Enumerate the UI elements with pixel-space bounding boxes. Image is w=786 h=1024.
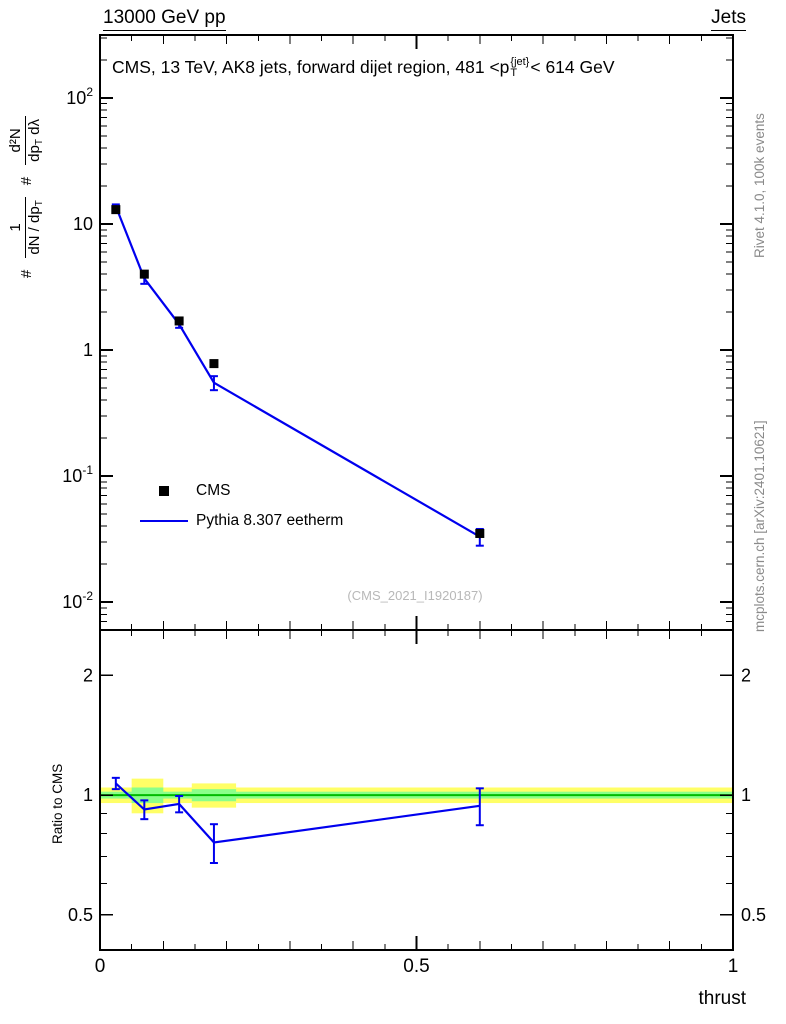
analysis-id-watermark: (CMS_2021_I1920187) bbox=[347, 588, 483, 603]
plot-title: CMS, 13 TeV, AK8 jets, forward dijet reg… bbox=[112, 57, 615, 79]
svg-text:1: 1 bbox=[83, 785, 93, 805]
svg-text:2: 2 bbox=[741, 665, 751, 685]
pt-jet-supsub: {jet} T bbox=[510, 57, 529, 79]
beam-energy-header: 13000 GeV pp bbox=[103, 7, 226, 31]
plot-title-lead: CMS, 13 TeV, AK8 jets, forward dijet reg… bbox=[112, 57, 510, 77]
svg-text:1: 1 bbox=[741, 785, 751, 805]
blue-line-icon bbox=[140, 520, 188, 522]
svg-text:1: 1 bbox=[83, 340, 93, 360]
cms-marker-swatch bbox=[138, 486, 190, 496]
ylabel-fraction-1: 1 dN / dpT bbox=[7, 197, 45, 258]
rivet-version-note: Rivet 4.1.0, 100k events bbox=[752, 113, 767, 258]
legend-item-pythia: Pythia 8.307 eetherm bbox=[138, 506, 343, 536]
black-square-icon bbox=[159, 486, 169, 496]
svg-text:2: 2 bbox=[83, 665, 93, 685]
legend-label-pythia: Pythia 8.307 eetherm bbox=[196, 512, 344, 529]
ylabel-hash-1: # bbox=[17, 269, 35, 278]
pt-superscript: {jet} bbox=[510, 56, 530, 69]
svg-text:0.5: 0.5 bbox=[68, 905, 93, 925]
svg-text:0.5: 0.5 bbox=[741, 905, 766, 925]
legend: CMS Pythia 8.307 eetherm bbox=[138, 476, 343, 536]
ylabel-hash-2: # bbox=[17, 176, 35, 186]
analysis-group-header: Jets bbox=[711, 7, 746, 31]
svg-text:10: 10 bbox=[73, 214, 93, 234]
pt-subscript: T bbox=[510, 67, 518, 80]
plot-title-tail: < 614 GeV bbox=[530, 57, 615, 77]
svg-text:10-1: 10-1 bbox=[62, 463, 93, 486]
svg-text:1: 1 bbox=[728, 956, 739, 977]
svg-text:0.5: 0.5 bbox=[403, 956, 429, 977]
legend-item-cms: CMS bbox=[138, 476, 343, 506]
mcplots-credit-note: mcplots.cern.ch [arXiv:2401.10621] bbox=[752, 420, 767, 632]
x-axis-label: thrust bbox=[698, 988, 746, 1009]
svg-text:0: 0 bbox=[95, 956, 106, 977]
legend-label-cms: CMS bbox=[196, 482, 231, 499]
svg-text:10-2: 10-2 bbox=[62, 589, 93, 612]
main-y-axis-label: # 1 dN / dpT # d²N dpT dλ bbox=[7, 116, 45, 278]
pythia-marker-swatch bbox=[138, 520, 190, 522]
svg-text:102: 102 bbox=[66, 85, 93, 108]
ratio-y-axis-label: Ratio to CMS bbox=[50, 763, 65, 844]
ylabel-fraction-2: d²N dpT dλ bbox=[7, 116, 45, 165]
